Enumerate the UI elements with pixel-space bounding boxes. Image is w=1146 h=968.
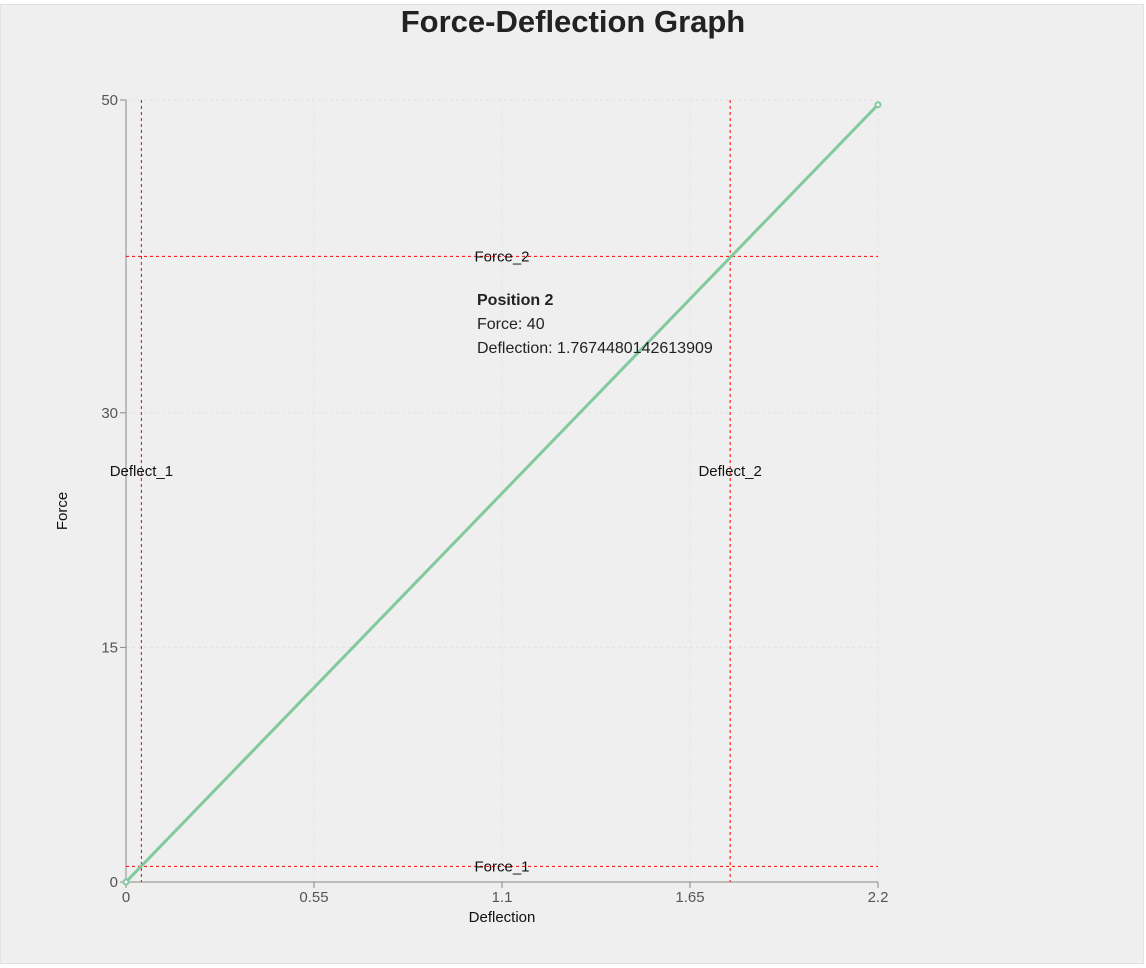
y-ticks: 0 15 30 50	[101, 92, 126, 891]
x-tick-label: 0.55	[299, 889, 328, 906]
ref-label-force-2: Force_2	[474, 248, 529, 265]
x-tick-label: 2.2	[868, 889, 889, 906]
series-group	[122, 101, 882, 886]
chart-title: Force-Deflection Graph	[400, 4, 746, 39]
series-line	[124, 103, 880, 884]
y-tick-label: 15	[101, 639, 118, 656]
tooltip-force: Force: 40	[477, 316, 545, 333]
y-tick-label: 0	[110, 874, 118, 891]
x-ticks: 0 0.55 1.1 1.65 2.2	[122, 882, 889, 906]
chart-container	[0, 4, 1144, 964]
ref-label-deflect-2: Deflect_2	[698, 463, 761, 480]
x-tick-label: 1.1	[492, 889, 513, 906]
ref-label-force-1: Force_1	[474, 858, 529, 875]
y-tick-label: 50	[101, 92, 118, 109]
x-axis-label: Deflection	[469, 909, 536, 926]
x-tick-label: 1.65	[675, 889, 704, 906]
x-tick-label: 0	[122, 889, 130, 906]
reference-lines: Force_1 Force_2 Deflect_1 Deflect_2	[110, 100, 878, 882]
data-point[interactable]	[874, 101, 882, 109]
y-axis-label: Force	[54, 492, 71, 530]
data-point[interactable]	[122, 878, 130, 886]
ref-label-deflect-1: Deflect_1	[110, 463, 173, 480]
tooltip-deflection: Deflection: 1.7674480142613909	[477, 340, 713, 357]
tooltip-title: Position 2	[477, 292, 554, 309]
tooltip: Position 2 Force: 40 Deflection: 1.76744…	[477, 289, 713, 361]
y-tick-label: 30	[101, 405, 118, 422]
